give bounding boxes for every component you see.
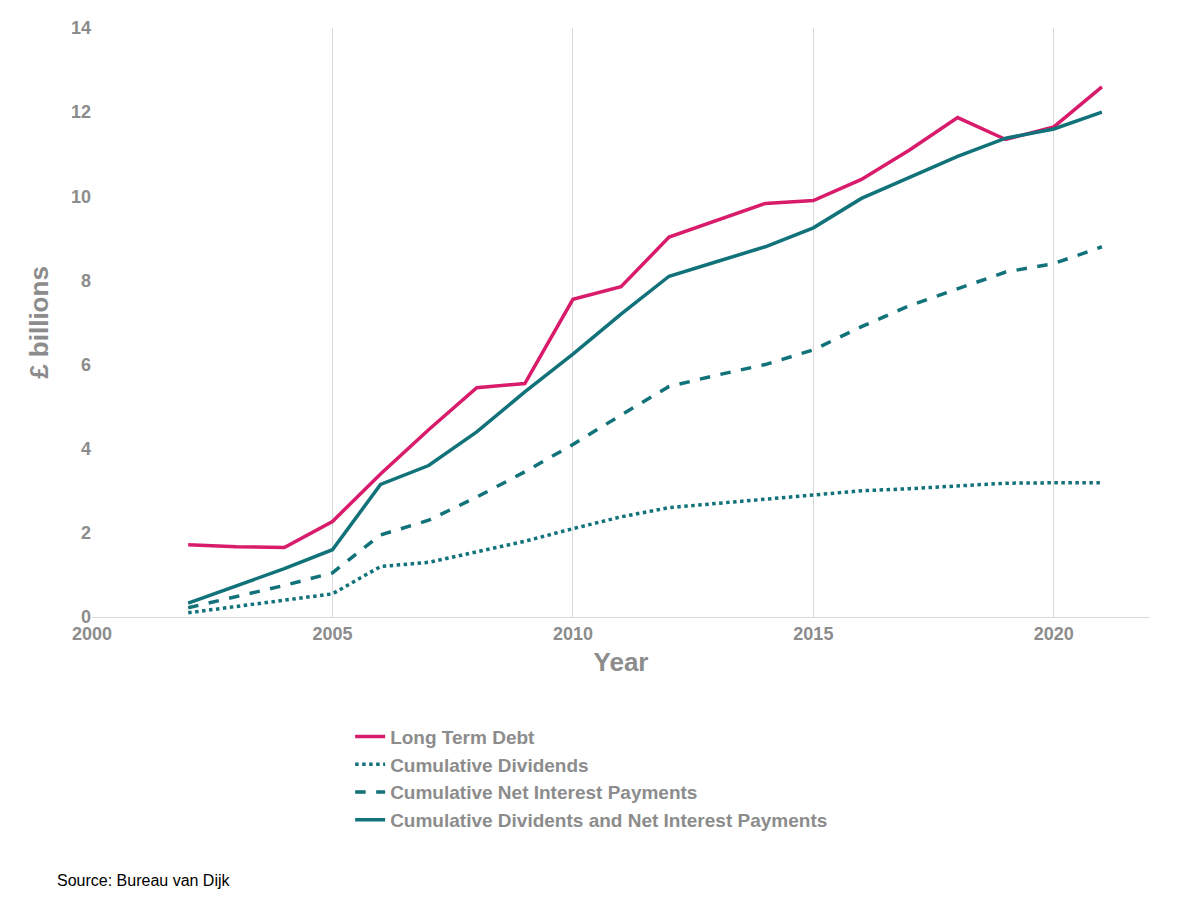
svg-text:Source: Bureau van Dijk: Source: Bureau van Dijk	[57, 872, 231, 889]
svg-text:Cumulative Dividends: Cumulative Dividends	[390, 755, 588, 776]
svg-text:2010: 2010	[553, 624, 593, 644]
svg-text:2005: 2005	[312, 624, 352, 644]
svg-text:£ billions: £ billions	[24, 266, 54, 379]
svg-text:4: 4	[81, 439, 91, 459]
svg-text:14: 14	[71, 18, 91, 38]
svg-text:6: 6	[81, 355, 91, 375]
svg-text:2000: 2000	[72, 624, 112, 644]
svg-text:10: 10	[71, 187, 91, 207]
svg-text:Cumulative Dividents and Net I: Cumulative Dividents and Net Interest Pa…	[390, 810, 827, 831]
svg-text:0: 0	[81, 607, 91, 627]
svg-text:2015: 2015	[793, 624, 833, 644]
svg-text:Year: Year	[594, 647, 649, 677]
svg-text:12: 12	[71, 102, 91, 122]
svg-text:Cumulative Net Interest Paymen: Cumulative Net Interest Payments	[390, 782, 697, 803]
svg-text:8: 8	[81, 271, 91, 291]
svg-text:2020: 2020	[1034, 624, 1074, 644]
svg-text:2: 2	[81, 523, 91, 543]
svg-text:Long Term Debt: Long Term Debt	[390, 727, 535, 748]
